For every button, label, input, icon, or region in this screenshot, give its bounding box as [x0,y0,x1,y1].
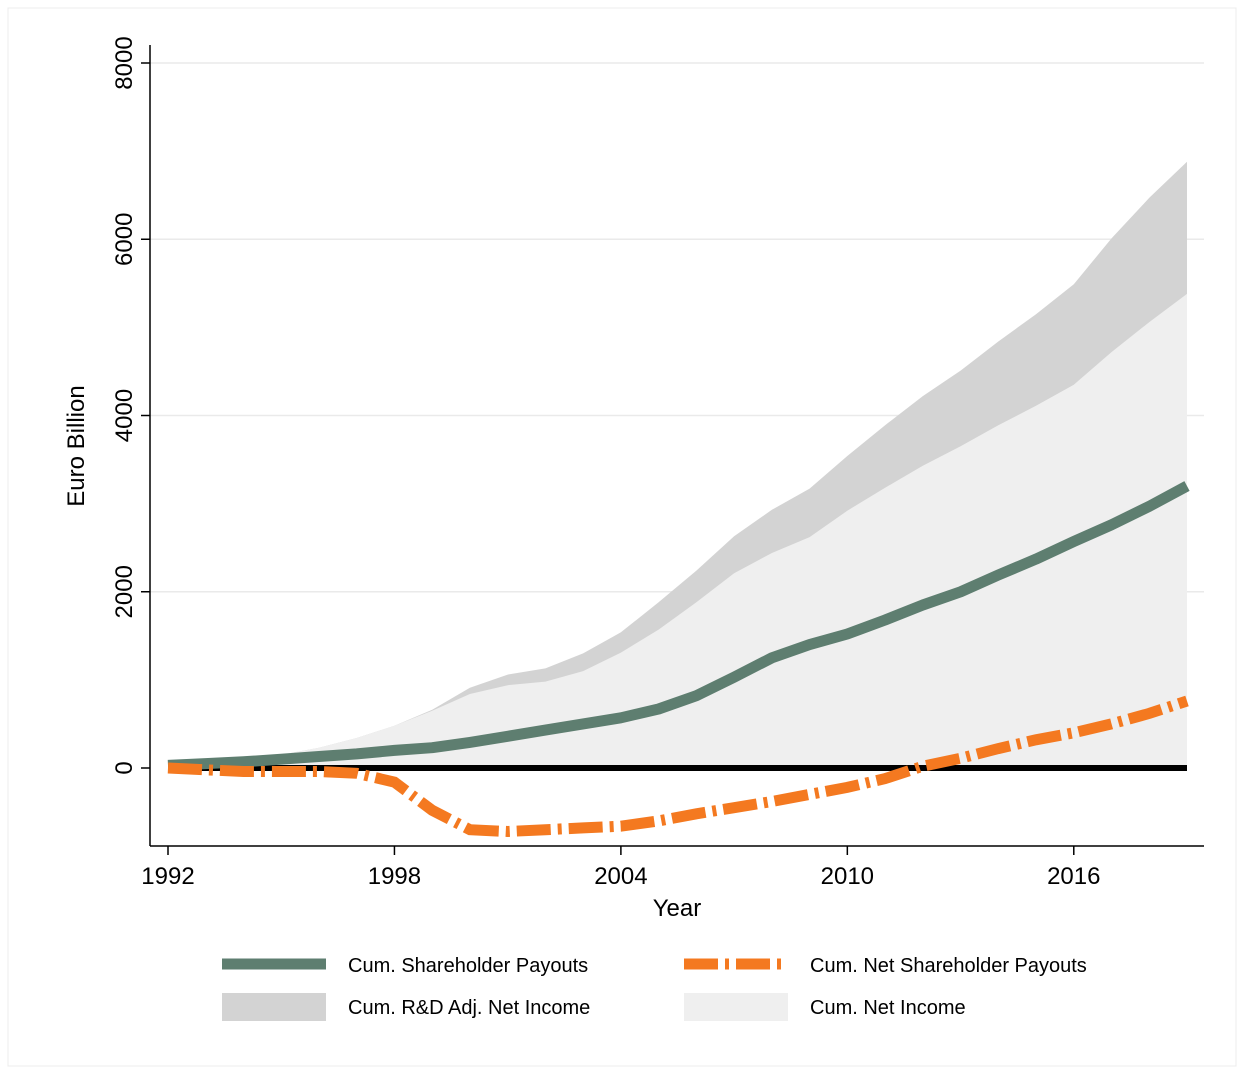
legend-label-cum-rd-adj-net-income: Cum. R&D Adj. Net Income [348,997,590,1019]
line-cum-net-shareholder-payouts [167,695,1189,838]
x-tick-label-1992: 1992 [141,863,194,890]
figure-frame [7,7,1237,1067]
legend-item-cum-net-shareholder-payouts: Cum. Net Shareholder Payouts [684,955,1087,977]
x-tick-label-2004: 2004 [594,863,647,890]
y-axis-title: Euro Billion [63,385,90,506]
area-cum-net-income [168,293,1187,768]
x-tick-label-2016: 2016 [1047,863,1100,890]
legend-label-cum-net-income: Cum. Net Income [810,997,966,1019]
legend-label-cum-shareholder-payouts: Cum. Shareholder Payouts [348,955,588,977]
legend-swatch-cum-rd-adj-net-income [222,993,326,1021]
line-cum-shareholder-payouts [167,481,1190,771]
x-tick-label-1998: 1998 [368,863,421,890]
legend-item-cum-rd-adj-net-income: Cum. R&D Adj. Net Income [222,993,590,1021]
plot-area [150,62,1204,838]
legend: Cum. Shareholder Payouts Cum. Net Shareh… [222,955,1087,1021]
y-tick-label-8000: 8000 [111,36,138,89]
legend-label-cum-net-shareholder-payouts: Cum. Net Shareholder Payouts [810,955,1087,977]
x-tick-label-2010: 2010 [821,863,874,890]
legend-item-cum-shareholder-payouts: Cum. Shareholder Payouts [222,955,588,977]
y-axis-ticks: 0 2000 4000 6000 8000 [111,36,150,775]
x-axis-title: Year [653,895,702,922]
x-axis-ticks: 1992 1998 2004 2010 2016 [141,846,1100,890]
legend-item-cum-net-income: Cum. Net Income [684,993,966,1021]
y-tick-label-0: 0 [111,761,138,774]
legend-swatch-cum-net-income [684,993,788,1021]
y-tick-label-2000: 2000 [111,565,138,618]
axes: 0 2000 4000 6000 8000 1992 1998 2004 2010 2016 E… [63,36,1204,922]
y-tick-label-6000: 6000 [111,213,138,266]
y-tick-label-4000: 4000 [111,389,138,442]
